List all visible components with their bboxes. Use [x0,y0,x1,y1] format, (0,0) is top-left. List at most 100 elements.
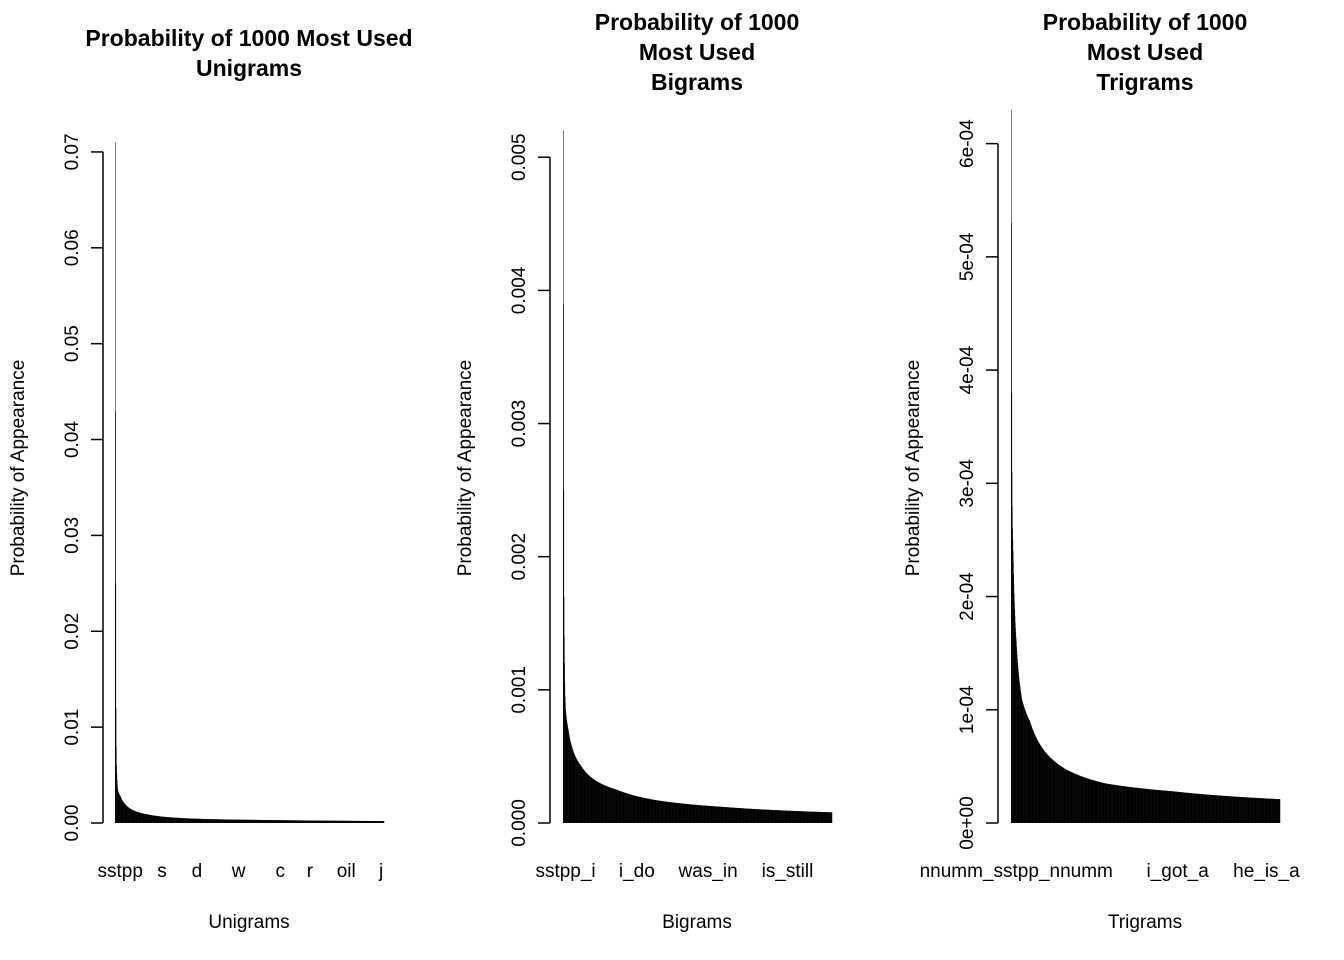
bar [374,821,376,823]
bar [1023,706,1025,823]
bar [1122,786,1124,823]
bar [588,774,589,823]
bar [1132,787,1133,823]
bar [209,819,210,823]
bar [1033,733,1035,823]
bar [370,821,372,823]
bar [248,819,250,823]
bar [1068,770,1069,823]
bar [1034,733,1035,823]
bar [591,777,592,823]
bar [1109,784,1111,823]
bar [657,800,658,823]
bar [683,803,685,823]
bar [665,801,666,823]
bar [583,770,585,823]
bar [691,804,693,823]
bar [331,820,333,823]
bar [1112,784,1113,823]
bar [722,806,723,823]
bar [273,820,275,823]
bar [1250,797,1252,823]
bar [1011,471,1013,823]
bar [1036,738,1038,823]
bar [1239,796,1241,823]
bar [585,772,587,823]
bar [163,816,164,823]
bar [1114,784,1116,823]
bar [1036,738,1037,823]
bar [294,820,296,823]
bar [785,810,787,823]
bar [1124,786,1125,823]
bar [303,820,305,823]
bar [1145,788,1146,823]
bar [783,810,784,823]
bar [716,806,718,823]
bar [572,750,574,823]
bar [262,819,263,823]
bar [1029,720,1030,823]
bar [336,820,337,823]
bar [170,817,172,823]
bar [1086,778,1087,823]
bar [127,806,128,823]
bar [233,819,234,823]
bar [1018,677,1020,823]
bar [1222,795,1224,823]
bar [628,794,630,823]
bar [242,819,244,823]
bar [211,819,212,823]
bar [217,819,219,823]
bar [614,789,616,823]
y-axis-label: Probability of Appearance [903,360,924,577]
bar [1146,788,1147,823]
bar [262,819,264,823]
bar [813,811,814,823]
bar [622,792,624,823]
bar [152,815,153,823]
bar [366,820,367,823]
bar [583,769,584,823]
bar [1028,718,1030,823]
bar [241,819,243,823]
bar [1134,787,1135,823]
bar [1221,795,1222,823]
bar [681,803,683,823]
bar [616,789,618,823]
bar [654,799,655,823]
bar [213,819,215,823]
bar [614,789,615,823]
bar [299,820,301,823]
bar [595,780,596,823]
bar [1142,788,1143,823]
bar [335,820,336,823]
bar [207,819,209,823]
bar [117,784,118,823]
bar [1165,790,1166,823]
bar [1184,792,1186,823]
bar [228,819,230,823]
bar [779,810,780,823]
bar [181,818,182,823]
bar [1071,772,1072,823]
bar [723,806,724,823]
bar [158,816,160,823]
bar [818,811,819,823]
chart-title-line: Probability of 1000 Most Used [85,25,412,51]
bar [676,803,678,823]
bar [225,819,227,823]
bar [315,820,317,823]
bar [751,808,753,823]
bar [806,811,807,823]
bar [1243,797,1245,823]
bar [1094,780,1096,823]
bar [600,783,602,823]
bar [1164,790,1165,823]
bar [270,820,272,823]
bar [154,815,156,823]
bar [1075,774,1077,823]
bar [1097,781,1099,823]
bar [692,804,693,823]
bar [1172,791,1173,823]
